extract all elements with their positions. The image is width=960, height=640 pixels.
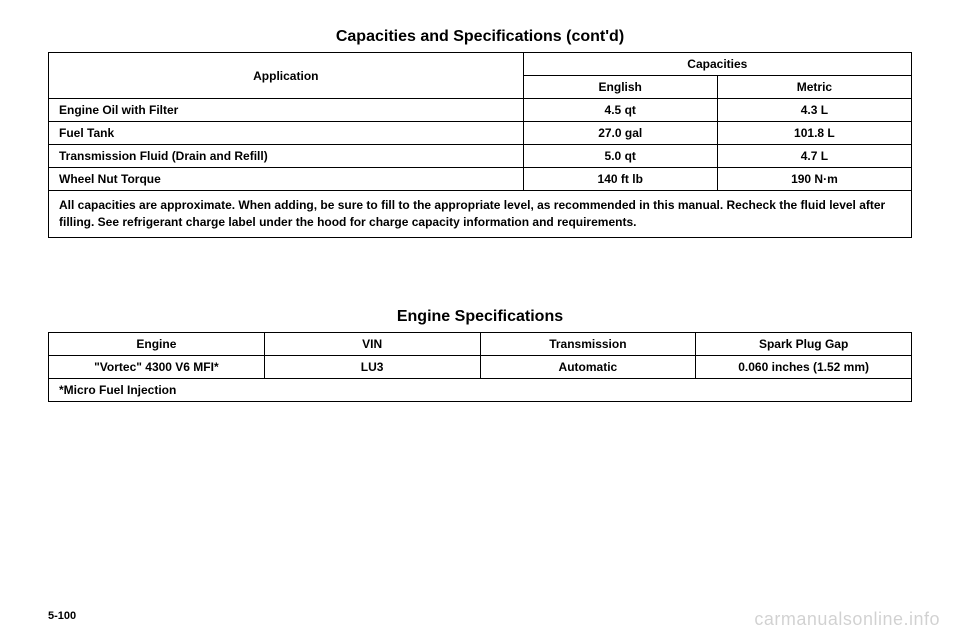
capacities-title: Capacities and Specifications (cont'd) (48, 28, 912, 46)
table-row: "Vortec" 4300 V6 MFI* LU3 Automatic 0.06… (49, 355, 912, 378)
table-row: Wheel Nut Torque 140 ft lb 190 N·m (49, 168, 912, 191)
table-row: Transmission Fluid (Drain and Refill) 5.… (49, 145, 912, 168)
header-english: English (523, 76, 717, 99)
header-capacities: Capacities (523, 53, 911, 76)
cell-english: 4.5 qt (523, 99, 717, 122)
cell-metric: 4.7 L (717, 145, 911, 168)
engine-specs-title: Engine Specifications (48, 308, 912, 326)
cell-metric: 101.8 L (717, 122, 911, 145)
header-metric: Metric (717, 76, 911, 99)
header-spark: Spark Plug Gap (696, 332, 912, 355)
cell-label: Wheel Nut Torque (49, 168, 524, 191)
header-vin: VIN (264, 332, 480, 355)
cell-label: Fuel Tank (49, 122, 524, 145)
cell-english: 5.0 qt (523, 145, 717, 168)
header-engine: Engine (49, 332, 265, 355)
engine-specs-table: Engine VIN Transmission Spark Plug Gap "… (48, 332, 912, 402)
cell-metric: 4.3 L (717, 99, 911, 122)
capacities-footnote: All capacities are approximate. When add… (49, 191, 912, 238)
cell-label: Engine Oil with Filter (49, 99, 524, 122)
header-application: Application (49, 53, 524, 99)
cell-engine: "Vortec" 4300 V6 MFI* (49, 355, 265, 378)
cell-english: 27.0 gal (523, 122, 717, 145)
watermark: carmanualsonline.info (754, 609, 940, 630)
cell-vin: LU3 (264, 355, 480, 378)
table-row: Fuel Tank 27.0 gal 101.8 L (49, 122, 912, 145)
page-number: 5-100 (48, 610, 76, 622)
cell-metric: 190 N·m (717, 168, 911, 191)
table-row: Engine Oil with Filter 4.5 qt 4.3 L (49, 99, 912, 122)
cell-label: Transmission Fluid (Drain and Refill) (49, 145, 524, 168)
cell-transmission: Automatic (480, 355, 696, 378)
cell-spark: 0.060 inches (1.52 mm) (696, 355, 912, 378)
engine-specs-footnote: *Micro Fuel Injection (49, 378, 912, 401)
capacities-table: Application Capacities English Metric En… (48, 52, 912, 238)
header-transmission: Transmission (480, 332, 696, 355)
cell-english: 140 ft lb (523, 168, 717, 191)
